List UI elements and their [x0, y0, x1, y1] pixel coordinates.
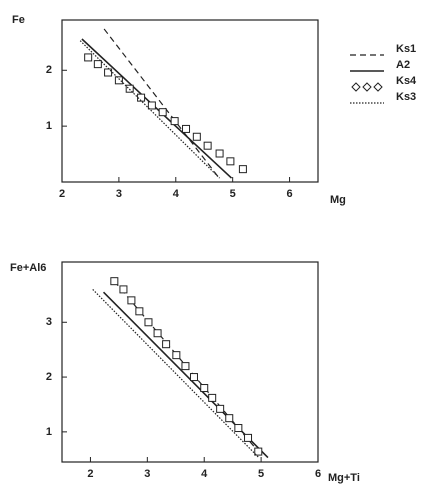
x-tick-label: 6: [286, 188, 292, 200]
legend-symbol: [362, 82, 372, 92]
data-point: [254, 447, 263, 456]
legend-label: A2: [396, 59, 410, 71]
data-point: [144, 318, 153, 327]
x-tick-label: 5: [258, 468, 264, 480]
data-point: [172, 351, 181, 360]
data-point: [208, 393, 217, 402]
data-point: [84, 53, 93, 62]
y-axis-label: Fe: [12, 14, 25, 26]
y-tick-label: 2: [46, 371, 52, 383]
data-point: [158, 108, 167, 117]
data-point: [127, 296, 136, 305]
x-tick-label: 3: [144, 468, 150, 480]
legend-label: Ks1: [396, 43, 416, 55]
y-tick-label: 1: [46, 426, 52, 438]
legend-entry: Ks3: [350, 91, 416, 104]
data-point: [238, 165, 247, 174]
x-tick-label: 3: [116, 188, 122, 200]
legend-entry: Ks4: [351, 75, 417, 92]
data-point: [225, 414, 234, 423]
plot-frame: [61, 19, 319, 183]
data-point: [110, 277, 119, 286]
data-line: [102, 291, 269, 459]
data-point: [137, 93, 146, 102]
x-tick-label: 4: [201, 468, 208, 480]
data-point: [216, 404, 225, 413]
x-tick-label: 6: [315, 468, 321, 480]
legend-label: Ks4: [396, 75, 417, 87]
data-point: [234, 424, 243, 433]
data-point: [181, 362, 190, 371]
data-point: [104, 68, 113, 77]
data-point: [226, 157, 235, 166]
legend-symbol: [373, 82, 383, 92]
x-axis-label: Mg: [330, 194, 346, 206]
legend-symbol: [351, 82, 361, 92]
x-tick-label: 2: [87, 468, 93, 480]
legend-entry: Ks1: [350, 43, 416, 56]
x-tick-label: 2: [59, 188, 65, 200]
data-point: [192, 132, 201, 141]
x-tick-label: 4: [173, 188, 180, 200]
data-point: [125, 84, 134, 93]
data-line: [79, 40, 221, 179]
data-point: [170, 117, 179, 126]
data-point: [153, 329, 162, 338]
data-line: [81, 38, 233, 179]
y-tick-label: 3: [46, 316, 52, 328]
data-point: [114, 76, 123, 85]
legend-entry: A2: [350, 59, 410, 72]
legend-label: Ks3: [396, 91, 416, 103]
data-point: [119, 285, 128, 294]
data-line: [103, 28, 219, 177]
data-point: [203, 141, 212, 150]
data-point: [189, 373, 198, 382]
y-tick-label: 1: [46, 120, 52, 132]
data-point: [200, 384, 209, 393]
data-point: [162, 340, 171, 349]
y-tick-label: 2: [46, 64, 52, 76]
data-point: [244, 433, 253, 442]
data-point: [135, 307, 144, 316]
data-point: [182, 124, 191, 133]
plot-frame: [61, 261, 319, 463]
x-axis-label: Mg+Ti: [328, 472, 360, 484]
data-point: [93, 60, 102, 69]
data-point: [147, 101, 156, 110]
data-line: [92, 288, 260, 459]
data-point: [215, 149, 224, 158]
x-tick-label: 5: [230, 188, 236, 200]
y-axis-label: Fe+Al6: [10, 262, 46, 274]
